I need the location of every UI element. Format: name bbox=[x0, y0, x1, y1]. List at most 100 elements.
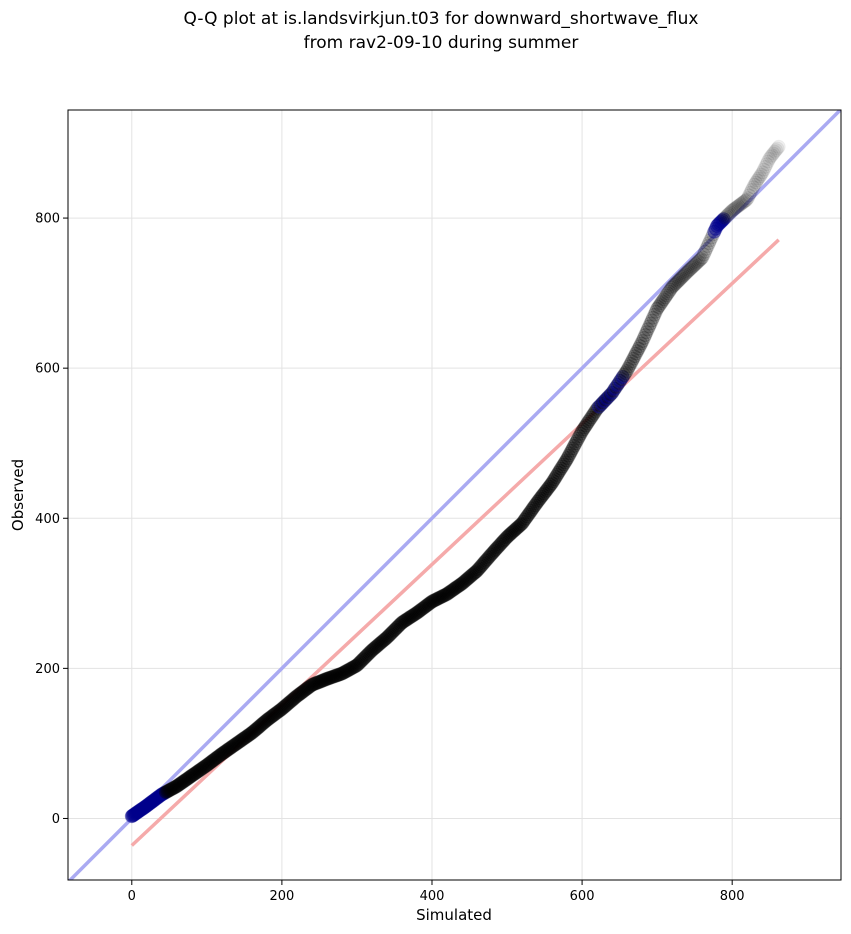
data-point bbox=[384, 626, 399, 640]
data-point bbox=[294, 686, 309, 700]
data-point bbox=[680, 264, 695, 279]
data-point bbox=[425, 594, 440, 609]
data-point bbox=[300, 681, 315, 696]
data-point bbox=[151, 790, 166, 804]
data-point bbox=[274, 702, 289, 717]
data-point bbox=[766, 146, 781, 161]
data-point bbox=[703, 233, 718, 248]
data-point bbox=[526, 500, 541, 515]
data-point bbox=[191, 764, 206, 779]
data-point bbox=[206, 753, 220, 768]
data-point bbox=[339, 664, 354, 678]
data-point bbox=[516, 514, 531, 529]
data-point bbox=[628, 346, 643, 361]
data-point bbox=[249, 722, 264, 736]
data-point bbox=[407, 607, 422, 622]
data-point bbox=[744, 183, 759, 197]
data-point bbox=[173, 776, 188, 791]
data-point bbox=[127, 807, 142, 822]
x-tick-label-2: 400 bbox=[420, 889, 445, 904]
data-point bbox=[457, 574, 471, 589]
data-point bbox=[720, 208, 735, 222]
data-point bbox=[299, 682, 313, 697]
data-point bbox=[597, 394, 612, 409]
data-point bbox=[718, 210, 732, 225]
data-point bbox=[762, 151, 777, 166]
data-point bbox=[265, 709, 279, 724]
data-point bbox=[295, 685, 310, 700]
data-point bbox=[139, 798, 154, 813]
y-axis-label: Observed bbox=[9, 459, 27, 531]
data-point bbox=[539, 483, 554, 497]
data-point bbox=[635, 334, 650, 348]
data-point bbox=[164, 782, 179, 797]
data-point bbox=[602, 388, 617, 403]
data-point bbox=[648, 304, 663, 319]
data-point bbox=[290, 688, 305, 703]
data-point bbox=[704, 230, 719, 245]
data-point bbox=[511, 520, 526, 535]
data-point bbox=[200, 757, 215, 772]
data-point bbox=[769, 143, 783, 158]
data-point bbox=[267, 707, 282, 722]
data-point bbox=[771, 139, 786, 154]
data-point bbox=[491, 539, 506, 554]
data-point bbox=[337, 665, 352, 680]
data-point bbox=[349, 658, 364, 673]
data-point bbox=[505, 524, 520, 539]
data-point bbox=[262, 711, 277, 726]
data-point bbox=[640, 322, 655, 337]
data-point bbox=[727, 201, 742, 216]
data-point bbox=[414, 602, 429, 617]
data-point bbox=[695, 250, 710, 265]
data-point bbox=[254, 717, 269, 732]
data-point bbox=[581, 414, 596, 429]
data-point bbox=[181, 771, 195, 786]
data-point bbox=[588, 404, 603, 419]
data-point bbox=[716, 212, 731, 227]
data-point bbox=[467, 566, 482, 581]
data-point bbox=[231, 735, 246, 750]
data-point bbox=[546, 474, 561, 489]
data-point bbox=[666, 279, 680, 294]
data-point bbox=[279, 698, 294, 712]
data-point bbox=[211, 749, 226, 764]
data-point bbox=[672, 272, 687, 287]
data-point bbox=[700, 239, 715, 253]
data-point bbox=[767, 144, 782, 159]
data-point bbox=[575, 424, 589, 439]
data-point bbox=[636, 331, 651, 345]
data-point bbox=[431, 591, 446, 606]
data-point bbox=[626, 351, 641, 366]
data-point bbox=[321, 671, 336, 686]
data-point bbox=[513, 517, 528, 532]
data-point bbox=[193, 762, 208, 777]
data-point bbox=[353, 655, 368, 669]
data-point bbox=[615, 370, 630, 384]
y-axis-ticks: 0 200 400 600 800 bbox=[35, 212, 68, 827]
data-point bbox=[399, 612, 414, 627]
data-point bbox=[464, 568, 479, 583]
data-point bbox=[323, 670, 338, 685]
data-point bbox=[646, 310, 661, 325]
data-point bbox=[688, 257, 703, 271]
data-point bbox=[702, 236, 716, 251]
data-point bbox=[271, 704, 285, 719]
data-point bbox=[352, 656, 366, 671]
data-point bbox=[389, 620, 404, 635]
data-point bbox=[611, 375, 626, 390]
data-point bbox=[296, 684, 311, 699]
data-point bbox=[365, 642, 380, 657]
data-point bbox=[330, 668, 345, 682]
data-point bbox=[416, 601, 431, 616]
data-point bbox=[259, 713, 273, 728]
data-point bbox=[507, 523, 522, 538]
data-point bbox=[707, 224, 722, 239]
data-point bbox=[756, 162, 771, 177]
data-point bbox=[682, 263, 696, 278]
data-point bbox=[668, 276, 683, 291]
data-point bbox=[531, 493, 546, 508]
data-point bbox=[509, 521, 524, 536]
data-point bbox=[658, 290, 673, 305]
data-point bbox=[723, 205, 738, 220]
